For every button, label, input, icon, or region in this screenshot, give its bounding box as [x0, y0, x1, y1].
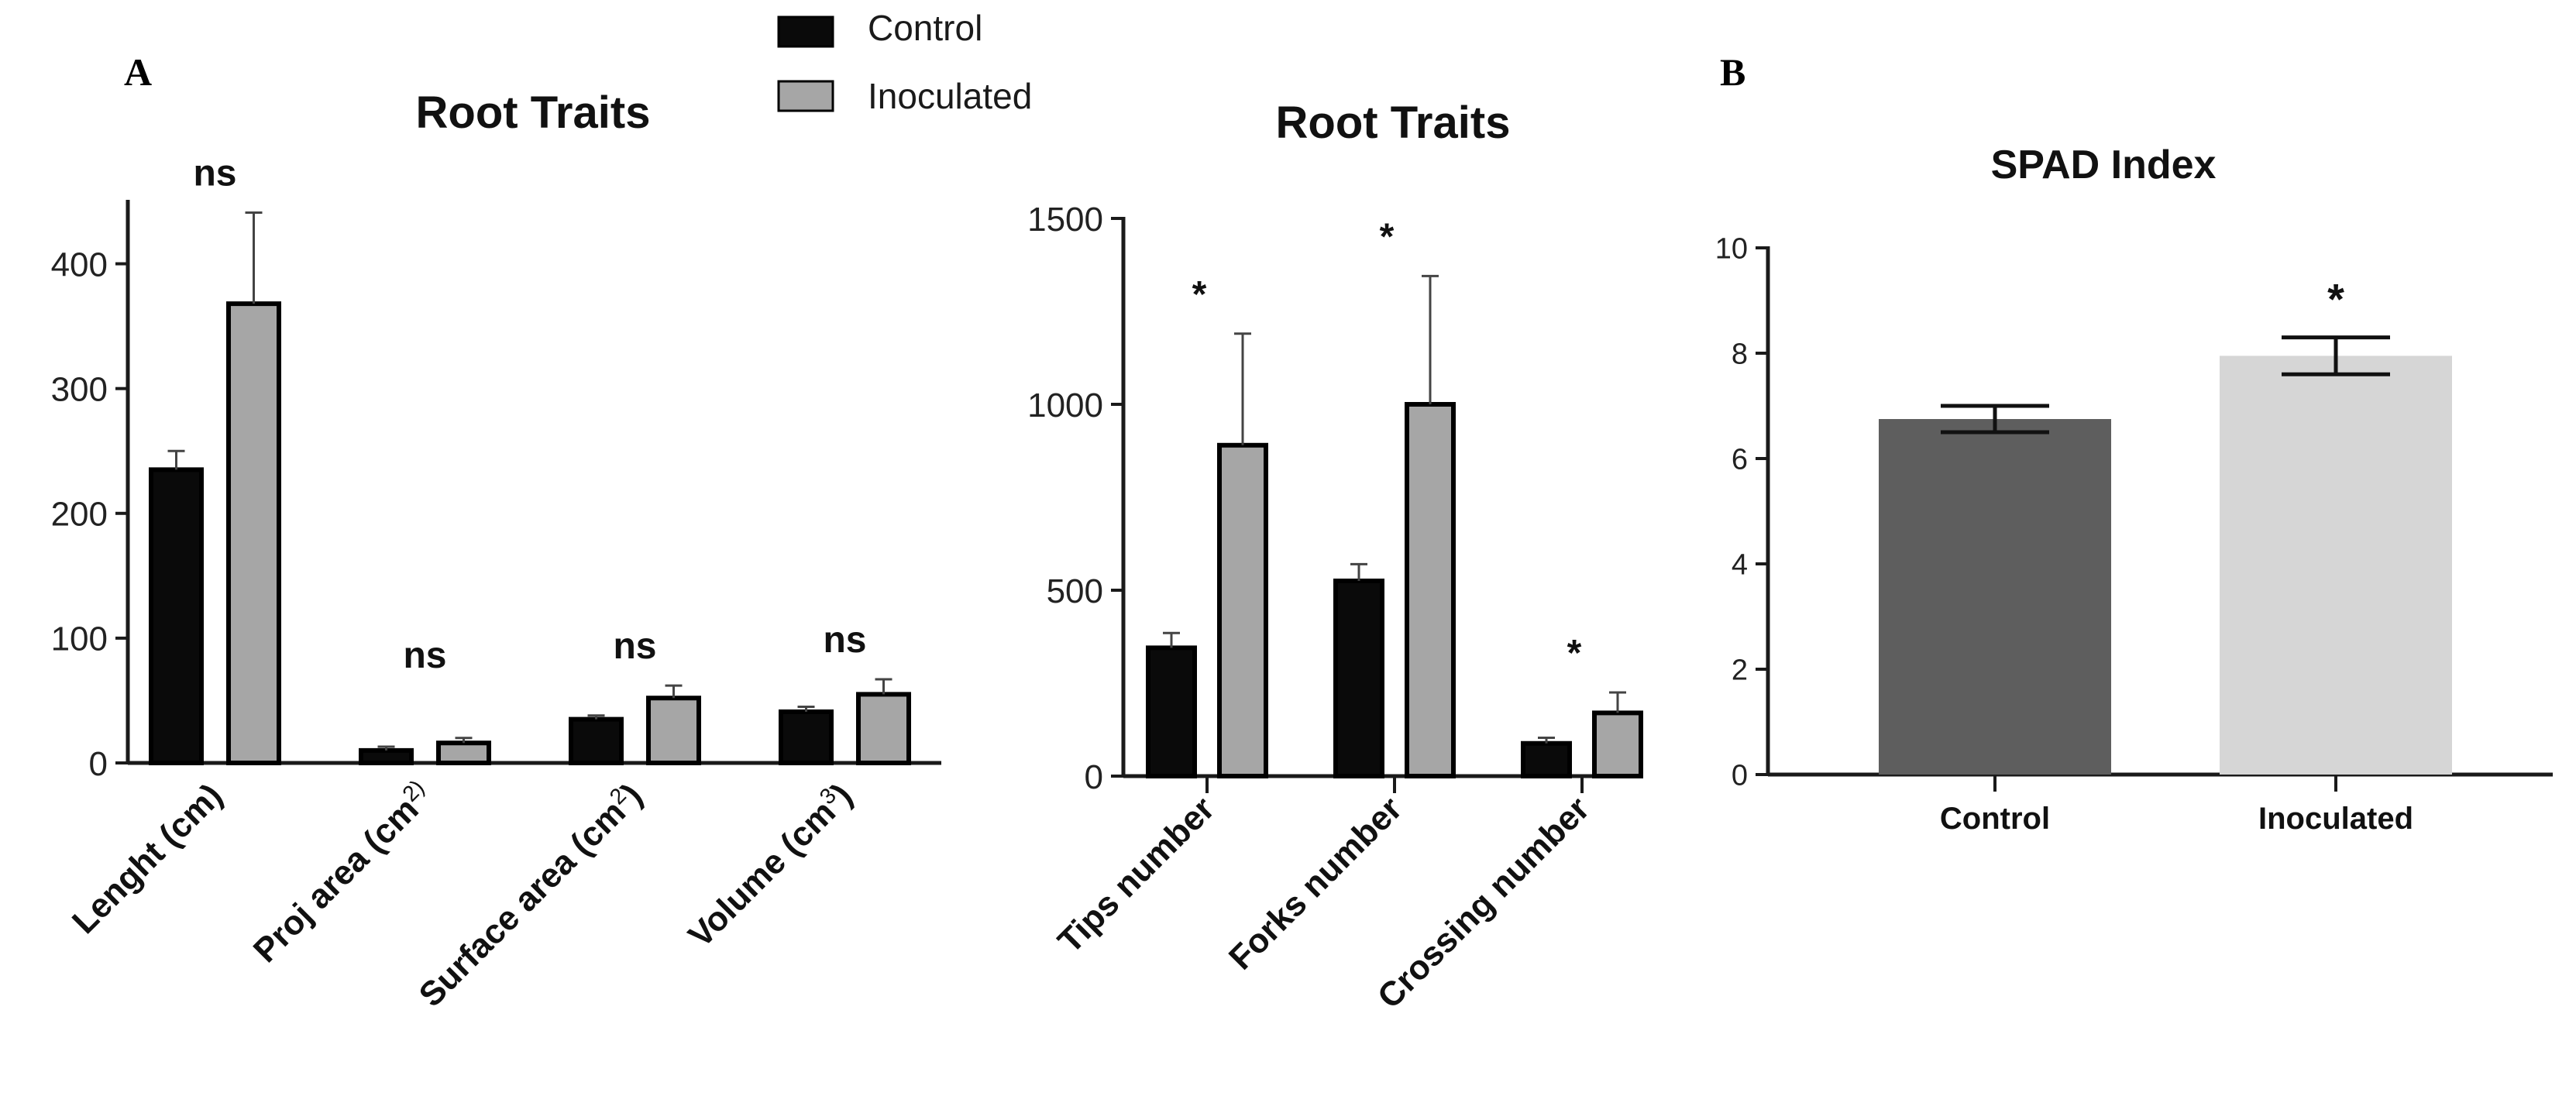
category-label: Volume (cm3): [680, 775, 860, 955]
chart-title: SPAD Index: [1991, 143, 2217, 187]
significance-label: ns: [193, 153, 236, 194]
y-tick-label: 100: [51, 620, 108, 658]
y-tick-label: 8: [1732, 338, 1748, 371]
legend-swatch-inoculated: [777, 80, 834, 112]
y-tick-label: 0: [1085, 758, 1103, 796]
y-tick-label: 6: [1732, 444, 1748, 476]
y-tick-label: 2: [1732, 655, 1748, 687]
y-tick-label: 1000: [1027, 387, 1103, 424]
category-label: Control: [1940, 802, 2050, 836]
bar-control: [1146, 645, 1197, 779]
y-tick-label: 10: [1715, 233, 1748, 266]
significance-label: *: [1567, 633, 1582, 674]
y-tick-label: 300: [51, 371, 108, 409]
bar-control: [1333, 579, 1384, 778]
bar-control: [1521, 740, 1572, 779]
root-traits-counts-chart: Root Traits 0 500 1000 1500 * Tips number * For…: [1027, 98, 1643, 1016]
significance-label: ns: [823, 620, 866, 661]
y-tick-label: 0: [1732, 760, 1748, 792]
significance-label: ns: [403, 635, 446, 676]
category-label: Crossing number: [1371, 789, 1597, 1015]
bar-control: [149, 467, 204, 766]
bar-control: [359, 747, 414, 766]
bar-inoculated: [436, 740, 491, 766]
legend-swatch-control: [777, 15, 834, 48]
bar-inoculated: [856, 692, 911, 766]
legend: Control Inoculated: [777, 8, 1032, 116]
bar-inoculated: [1217, 442, 1268, 778]
y-tick-label: 0: [89, 745, 108, 783]
category-label: Lenght (cm): [65, 776, 230, 941]
category-label: Surface area (cm2): [411, 775, 649, 1014]
category-label: Inoculated: [2258, 802, 2413, 836]
chart-title: Root Traits: [1276, 98, 1511, 148]
y-tick-label: 500: [1047, 572, 1103, 610]
significance-label: ns: [613, 626, 656, 667]
significance-label: *: [2327, 275, 2344, 324]
chart-title: Root Traits: [416, 88, 651, 138]
bar-value: [1879, 419, 2111, 775]
bar-inoculated: [226, 301, 281, 766]
legend-label-inoculated: Inoculated: [868, 76, 1032, 116]
legend-label-control: Control: [868, 8, 982, 48]
panel-label-b: B: [1720, 50, 1745, 94]
bar-inoculated: [1592, 710, 1643, 779]
y-tick-label: 200: [51, 496, 108, 534]
significance-label: *: [1380, 216, 1395, 257]
bar-inoculated: [646, 696, 701, 766]
category-label: Tips number: [1051, 789, 1222, 960]
spad-index-chart: SPAD Index 0 2 4 6 8 10 Control * Inoculated: [1715, 143, 2553, 836]
bar-control: [569, 716, 624, 765]
category-label: Forks number: [1222, 789, 1409, 977]
panel-label-a: A: [124, 50, 152, 94]
y-tick-label: 4: [1732, 549, 1748, 582]
root-traits-length-area-volume-chart: Root Traits 0 100 200 300 400 ns Lenght (cm) ns…: [51, 88, 941, 1014]
bar-inoculated: [1405, 402, 1456, 778]
y-tick-label: 400: [51, 246, 108, 283]
category-label: Proj area (cm2): [245, 775, 439, 970]
bar-value: [2220, 356, 2452, 775]
bar-control: [779, 709, 834, 766]
significance-label: *: [1192, 274, 1207, 315]
y-tick-label: 1500: [1027, 201, 1103, 239]
